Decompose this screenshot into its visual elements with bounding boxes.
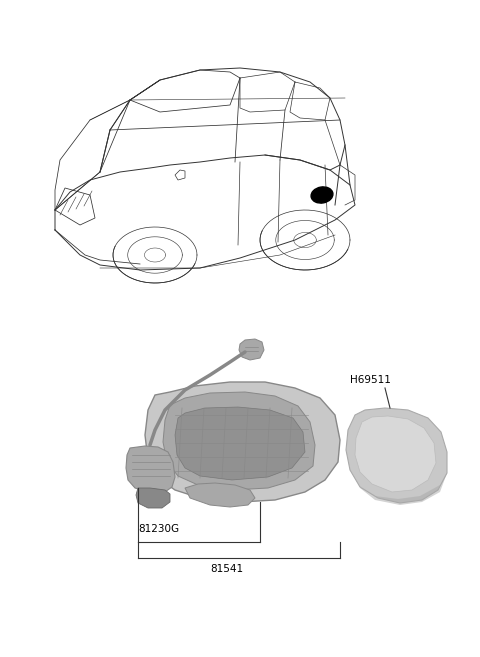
Polygon shape xyxy=(360,473,447,505)
Ellipse shape xyxy=(311,187,333,203)
Polygon shape xyxy=(175,170,185,180)
Text: 81230G: 81230G xyxy=(138,524,179,534)
Text: H69511: H69511 xyxy=(350,375,391,385)
Polygon shape xyxy=(355,416,436,492)
Polygon shape xyxy=(239,339,264,360)
Polygon shape xyxy=(185,483,255,507)
Polygon shape xyxy=(136,488,170,508)
Polygon shape xyxy=(163,392,315,490)
Polygon shape xyxy=(145,382,340,502)
Polygon shape xyxy=(126,446,175,492)
Polygon shape xyxy=(175,407,305,480)
Polygon shape xyxy=(346,408,447,503)
Text: 81541: 81541 xyxy=(210,564,243,574)
